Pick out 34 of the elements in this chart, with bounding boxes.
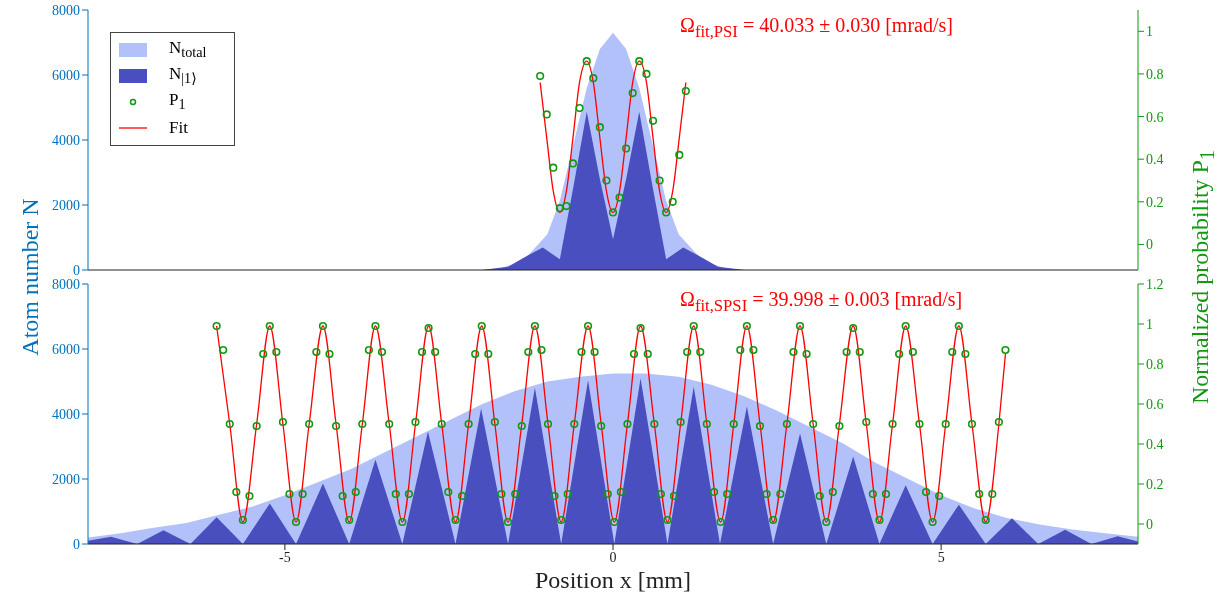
x-tick-label: 5: [937, 549, 945, 565]
annotation: Ω$_{fit,PSI}$ = 40.033 ± 0.030 [mrad/s]: [680, 14, 953, 42]
y2-tick-label: 0.8: [1146, 356, 1164, 372]
y-tick-label: 0: [73, 536, 80, 552]
y-tick-label: 6000: [52, 67, 80, 83]
y2-tick-label: 0.2: [1146, 476, 1164, 492]
y-tick-label: 8000: [52, 2, 80, 18]
y2-tick-label: 0: [1146, 237, 1153, 253]
y-tick-label: 4000: [52, 132, 80, 148]
y2-tick-label: 0.2: [1146, 194, 1164, 210]
annotation: Ω$_{fit,SPSI}$ = 39.998 ± 0.003 [mrad/s]: [680, 288, 963, 316]
y2-tick-label: 0: [1146, 516, 1153, 532]
legend-label: P$_{1}$: [169, 90, 186, 114]
y-tick-label: 6000: [52, 341, 80, 357]
y2-tick-label: 1.2: [1146, 276, 1164, 292]
y2-tick-label: 0.4: [1146, 436, 1164, 452]
legend-label: N$_{|1⟩}$: [169, 64, 197, 88]
y-tick-label: 4000: [52, 406, 80, 422]
y2-tick-label: 0.4: [1146, 152, 1164, 168]
y-tick-label: 0: [73, 262, 80, 278]
x-axis-title: Position x [mm]: [534, 567, 692, 594]
y2-tick-label: 1: [1146, 316, 1153, 332]
legend-label: Fit: [169, 118, 188, 138]
x-tick-label: -5: [279, 549, 291, 565]
y2-tick-label: 1: [1146, 24, 1153, 40]
y-tick-label: 2000: [52, 197, 80, 213]
x-tick-label: 0: [609, 549, 617, 565]
y2-tick-label: 0.6: [1146, 109, 1164, 125]
y-tick-label: 8000: [52, 276, 80, 292]
y-tick-label: 2000: [52, 471, 80, 487]
y2-tick-label: 0.6: [1146, 396, 1164, 412]
legend-label: N$_{total}$: [169, 38, 207, 62]
y-axis-title: Atom number N: [16, 198, 44, 356]
y2-tick-label: 0.8: [1146, 66, 1164, 82]
